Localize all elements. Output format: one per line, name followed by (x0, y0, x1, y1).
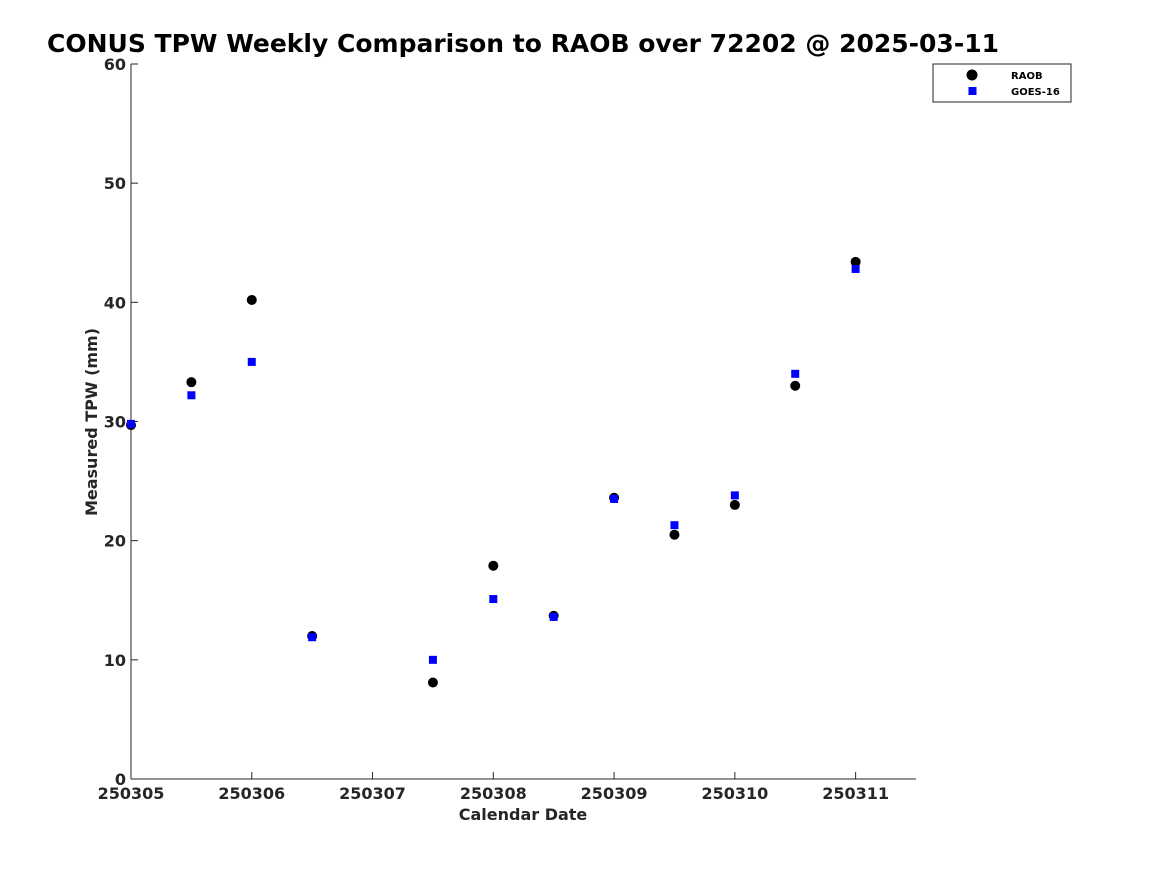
point-goes16 (670, 521, 679, 530)
point-raob (488, 560, 499, 571)
legend-label-raob: RAOB (1011, 71, 1043, 82)
legend-label-goes16: GOES-16 (1011, 87, 1060, 98)
point-raob (790, 380, 801, 391)
point-goes16 (610, 494, 619, 503)
point-goes16 (730, 491, 739, 500)
legend: RAOB GOES-16 (932, 63, 1072, 103)
y-tick-label: 60 (104, 55, 126, 74)
point-raob (427, 677, 438, 688)
data-points (126, 256, 861, 688)
x-tick-label: 250307 (339, 784, 406, 803)
x-tick-label: 250311 (822, 784, 889, 803)
y-tick-label: 20 (104, 532, 126, 551)
y-tick-label: 0 (115, 770, 126, 789)
point-raob (186, 377, 197, 388)
x-tick-label: 250306 (218, 784, 285, 803)
point-raob (669, 529, 680, 540)
point-goes16 (851, 264, 860, 273)
point-goes16 (791, 369, 800, 378)
y-axis-ticks: 0 10 20 30 40 50 60 (104, 55, 138, 789)
point-goes16 (489, 595, 498, 604)
x-tick-label: 250309 (581, 784, 648, 803)
point-goes16 (127, 419, 135, 428)
point-raob (246, 294, 257, 305)
x-axis-label: Calendar Date (459, 805, 588, 824)
y-tick-label: 40 (104, 293, 126, 312)
y-tick-label: 50 (104, 174, 126, 193)
point-raob (850, 256, 861, 267)
point-goes16 (308, 633, 317, 642)
y-axis-label: Measured TPW (mm) (82, 328, 101, 516)
point-goes16 (428, 655, 437, 664)
y-tick-label: 30 (104, 413, 126, 432)
point-goes16 (549, 612, 558, 621)
x-tick-label: 250308 (460, 784, 527, 803)
point-goes16 (187, 391, 196, 400)
point-raob (729, 499, 740, 510)
legend-marker-goes16 (968, 87, 977, 95)
legend-marker-raob (966, 69, 978, 81)
legend-box (932, 63, 1072, 103)
chart-title: CONUS TPW Weekly Comparison to RAOB over… (47, 29, 999, 58)
plot-area (130, 64, 916, 780)
x-axis-ticks: 250305 250306 250307 250308 250309 250310 2503… (98, 772, 889, 803)
x-tick-label: 250305 (98, 784, 165, 803)
y-tick-label: 10 (104, 651, 126, 670)
x-tick-label: 250310 (701, 784, 768, 803)
point-goes16 (247, 357, 256, 366)
